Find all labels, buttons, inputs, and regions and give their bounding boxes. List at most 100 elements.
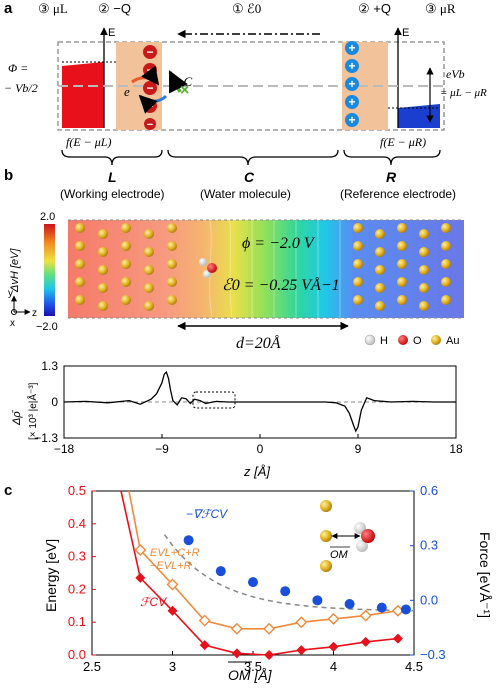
gold-atom [397,295,407,305]
total-energy-point [166,578,179,591]
positive-charge [345,59,359,73]
panel-a-label: a [4,0,13,17]
y-tick-label: 0.0 [68,647,86,662]
gold-atom [419,265,429,275]
free-energy-curve [120,490,398,656]
y-tick-label: 0.1 [68,614,86,629]
y-tick-label: 0.3 [68,549,86,564]
brace-left-letter: L [108,169,117,185]
legend-o-icon [398,335,408,345]
y-tick-label: 1.3 [41,359,58,373]
gold-atoms [75,223,451,311]
gold-atom [75,223,85,233]
free-energy-point [167,605,178,616]
total-energy-point [359,609,372,622]
gold-atom [320,560,332,572]
positive-charge [345,77,359,91]
legend-force: −∇ℱCV [186,507,228,521]
phi-label-1: Φ = [8,61,28,75]
gold-atom [375,247,385,257]
svg-text:−: − [147,119,153,131]
positive-charge [345,95,359,109]
brace-right-letter: R [386,169,397,185]
energy-plot-ticks: 2.5 3 3.5 4 4.5 0.0 0.1 0.2 0.3 0.4 0.5 −0.3 0.0 0.3 0… [68,483,446,674]
gold-atom [320,500,332,512]
svg-text:−: − [146,63,153,77]
panel-b: b 2.0 −2.0 ΔvH [eV] ϕ = −2.0 V ℰ0 = −0.2 [4,167,464,479]
brace-left [61,149,163,166]
oxygen-atom [207,263,217,273]
gold-atom [419,301,429,311]
gold-atom [419,229,429,239]
density-label-2: [× 10³ |e|Å⁻³] [26,382,39,440]
force-fit-curve [163,534,415,612]
water-inset: OM [320,500,375,572]
gold-atom [98,265,108,275]
force-point [215,566,226,577]
density-curve [63,370,456,433]
gold-atom [144,283,154,293]
gold-atom [121,259,131,269]
y2-tick-label: 0.6 [420,483,438,498]
gold-atom [441,259,451,269]
energy-ylabel: Energy [eV] [43,539,59,612]
gold-atom [167,223,177,233]
positive-charges: + + + + + [345,41,359,127]
free-energy-point [135,572,146,583]
gold-atom [397,241,407,251]
gold-atom [167,241,177,251]
gold-atom [167,295,177,305]
colorbar [44,224,55,316]
phi-value: ϕ = −2.0 V [242,235,316,252]
free-energy-point [360,636,371,647]
gold-atom [320,530,332,542]
hydrogen-atom [199,258,207,266]
force-point [344,598,355,609]
y-tick-label: 0 [51,395,58,409]
gold-atom [144,301,154,311]
gold-atom [441,223,451,233]
gold-atom [98,229,108,239]
svg-text:+: + [348,41,355,55]
axis-y-label: y [8,288,13,299]
positive-charge [345,113,359,127]
hydrogen-atom [356,540,368,552]
gold-atom [144,247,154,257]
colorbar-max: 2.0 [40,211,55,223]
y-tick-label: −1.3 [34,431,58,445]
x-tick-label: 4 [330,659,337,674]
gold-atom [75,241,85,251]
gold-atom [375,283,385,293]
free-energy-point [328,641,339,652]
svg-text:+: + [348,77,355,91]
x-tick-label: 3 [169,659,176,674]
label-charge-left: ② −Q [98,1,131,16]
gold-atom [75,259,85,269]
energy-axis-right-label: E [402,27,409,39]
brace-center-caption: (Water molecule) [200,187,291,201]
total-energy-point [327,612,340,625]
axis-x-label: x [10,318,15,329]
x-tick-label: 2.5 [83,659,101,674]
label-mu-left: ③ μL [38,1,68,16]
x-tick-label: 0 [257,442,264,456]
gold-atom [353,259,363,269]
gold-atom [75,277,85,287]
pc-label: pC [176,74,193,89]
brace-center-letter: C [244,169,255,185]
total-energy-curve [128,490,399,630]
legend-h-icon [364,334,376,346]
negative-charge [144,118,156,130]
free-energy-point [392,633,403,644]
panel-a: a ③ μL ② −Q ① ℰ0 ② +Q ③ μR E E − − − − − [4,0,487,201]
total-energy-point [134,544,147,557]
brace-right-caption: (Reference electrode) [340,187,456,201]
force-point [400,604,411,615]
y2-tick-label: 0.3 [420,538,438,553]
x-tick-label: −18 [54,442,75,456]
bias-label: eVb [446,67,465,81]
svg-text:+: + [348,113,355,127]
free-energy-point [231,648,242,659]
gold-atom [441,295,451,305]
